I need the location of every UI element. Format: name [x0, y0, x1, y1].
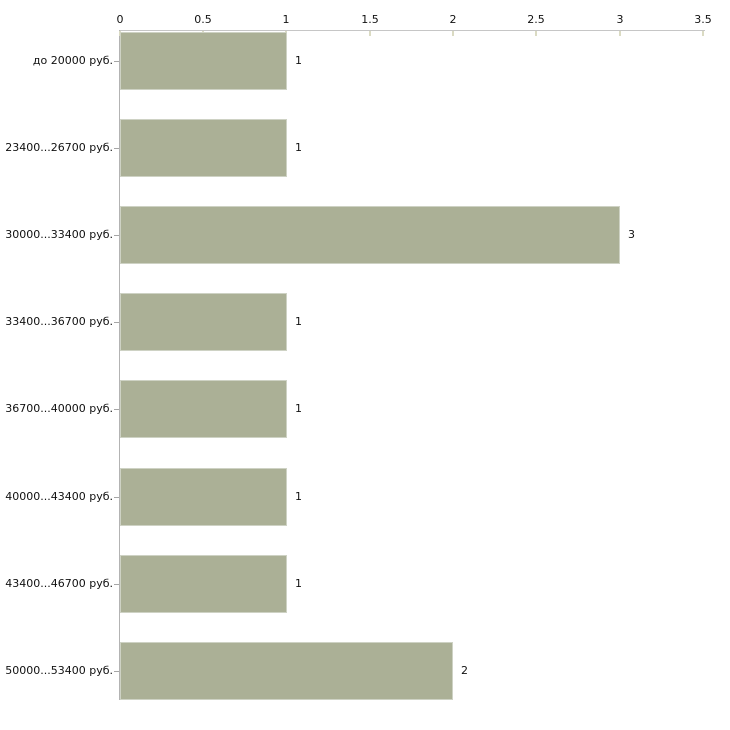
y-axis-line — [119, 30, 120, 700]
bar — [120, 119, 287, 177]
category-label: 36700...40000 руб. — [5, 402, 113, 415]
value-label: 1 — [295, 490, 302, 503]
value-label: 1 — [295, 315, 302, 328]
category-label: 43400...46700 руб. — [5, 577, 113, 590]
x-axis-tick-label: 1.5 — [361, 13, 379, 26]
bar — [120, 380, 287, 438]
x-axis-tick-label: 0 — [116, 13, 124, 26]
y-axis-tick-mark — [114, 148, 119, 149]
x-axis-tick-label: 3 — [616, 13, 624, 26]
category-label: 40000...43400 руб. — [5, 490, 113, 503]
y-axis-tick-mark — [114, 322, 119, 323]
category-label: 33400...36700 руб. — [5, 315, 113, 328]
y-axis-tick-mark — [114, 671, 119, 672]
x-axis-tick-mark — [452, 31, 454, 36]
x-axis-tick-mark — [619, 31, 621, 36]
y-axis-tick-mark — [114, 497, 119, 498]
x-axis-tick-label: 2 — [449, 13, 457, 26]
category-label: 50000...53400 руб. — [5, 664, 113, 677]
category-label: до 20000 руб. — [32, 54, 113, 67]
x-axis-tick-mark — [369, 31, 371, 36]
x-axis-tick-mark — [535, 31, 537, 36]
value-label: 2 — [461, 664, 468, 677]
bar — [120, 555, 287, 613]
x-axis-tick-label: 0.5 — [194, 13, 212, 26]
bar — [120, 642, 453, 700]
bar — [120, 32, 287, 90]
value-label: 1 — [295, 402, 302, 415]
x-axis-tick-label: 3.5 — [694, 13, 712, 26]
bar — [120, 293, 287, 351]
category-label: 23400...26700 руб. — [5, 141, 113, 154]
y-axis-tick-mark — [114, 235, 119, 236]
x-axis-tick-label: 1 — [282, 13, 290, 26]
value-label: 1 — [295, 141, 302, 154]
y-axis-tick-mark — [114, 584, 119, 585]
value-label: 3 — [628, 228, 635, 241]
y-axis-tick-mark — [114, 61, 119, 62]
x-axis-tick-mark — [702, 31, 704, 36]
value-label: 1 — [295, 577, 302, 590]
bar — [120, 206, 620, 264]
y-axis-tick-mark — [114, 409, 119, 410]
x-axis-tick-label: 2.5 — [527, 13, 545, 26]
bar — [120, 468, 287, 526]
x-axis-line — [119, 30, 705, 31]
value-label: 1 — [295, 54, 302, 67]
category-label: 30000...33400 руб. — [5, 228, 113, 241]
